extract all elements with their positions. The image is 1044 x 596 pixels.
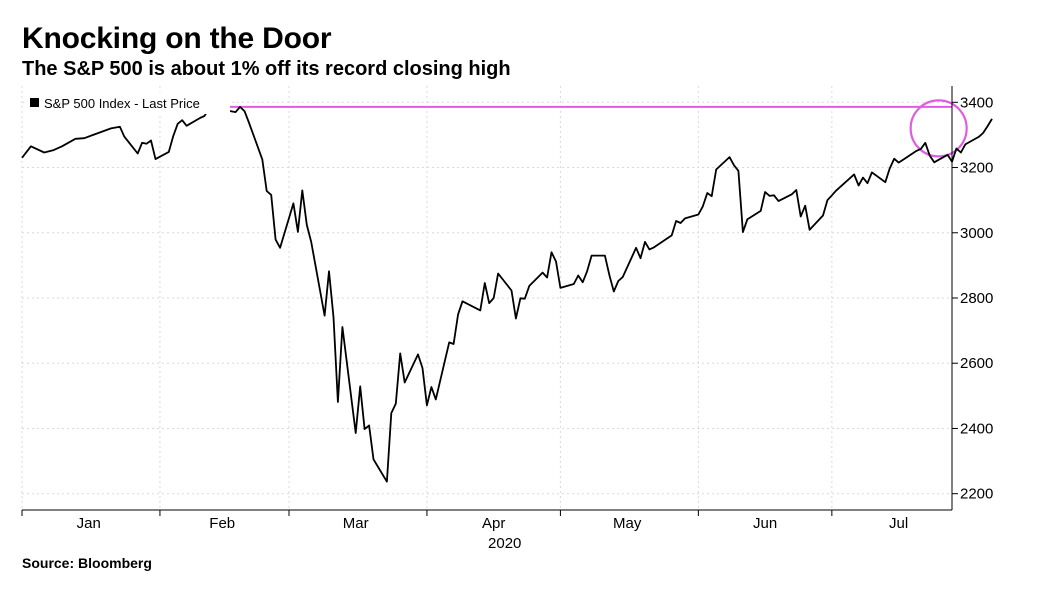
legend-label: S&P 500 Index - Last Price [44,96,200,111]
source-note: Source: Bloomberg [22,555,152,571]
legend-box [24,92,230,114]
y-tick-label: 3000 [960,225,993,242]
chart-title: Knocking on the Door [22,22,332,55]
axes: 2200 2400 2600 2800 3000 3200 3400 Jan Feb Mar Apr… [21,86,993,552]
highlight-circle [909,99,968,158]
x-tick-label: Mar [343,515,369,532]
sp500-line [21,106,993,483]
legend-swatch [30,98,39,107]
grid-lines [21,86,952,510]
x-tick-label: Jul [889,515,908,532]
y-tick-label: 2400 [960,420,993,437]
x-tick-label: May [613,515,642,532]
y-tick-label: 2200 [960,486,993,503]
x-year-label: 2020 [488,535,521,552]
legend: S&P 500 Index - Last Price [24,92,230,114]
x-tick-label: Jan [77,515,101,532]
chart-subtitle: The S&P 500 is about 1% off its record c… [22,58,511,80]
y-tick-label: 2600 [960,355,993,372]
x-tick-label: Feb [209,515,235,532]
y-tick-label: 3400 [960,94,993,111]
series-layer [21,106,993,483]
x-tick-label: Apr [482,515,505,532]
y-tick-label: 3200 [960,160,993,177]
y-tick-label: 2800 [960,290,993,307]
x-tick-label: Jun [753,515,777,532]
